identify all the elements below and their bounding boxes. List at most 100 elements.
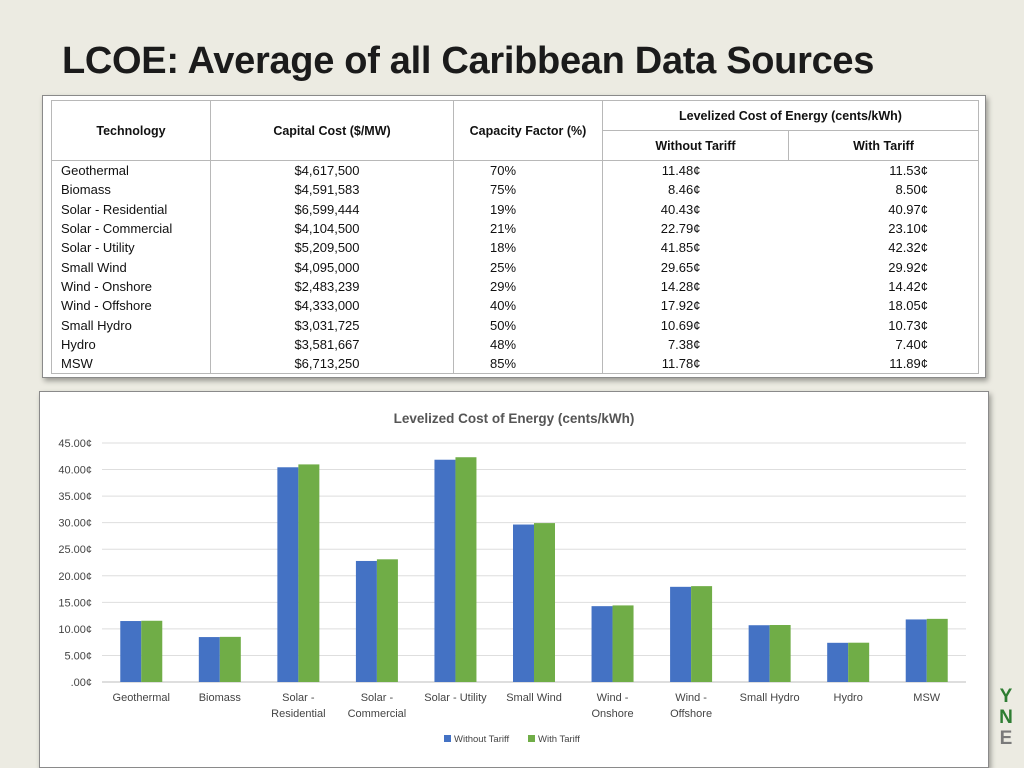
logo-letter: Y [999, 686, 1013, 707]
cell-with-tariff: 29.92¢ [788, 257, 979, 277]
slide-title: LCOE: Average of all Caribbean Data Sour… [62, 40, 875, 82]
cell-technology: Biomass [51, 180, 211, 200]
cell-with-tariff: 11.89¢ [788, 353, 979, 375]
bar-with-tariff [376, 559, 398, 682]
cell-with-tariff: 42.32¢ [788, 238, 979, 258]
x-tick-label: Onshore [591, 708, 633, 720]
cell-capital-cost: $3,581,667 [210, 334, 454, 354]
bar-without-tariff [905, 619, 927, 682]
cell-technology: Solar - Residential [51, 199, 211, 219]
cell-without-tariff: 17.92¢ [602, 296, 789, 316]
y-tick-label: 45.00¢ [58, 438, 92, 450]
bar-with-tariff [141, 620, 163, 682]
bar-with-tariff [219, 636, 241, 682]
cell-technology: Small Wind [51, 257, 211, 277]
header-capital-cost: Capital Cost ($/MW) [210, 100, 454, 161]
x-tick-label: Commercial [348, 708, 407, 720]
cell-with-tariff: 10.73¢ [788, 315, 979, 335]
header-technology: Technology [51, 100, 211, 161]
table-row: Solar - Commercial $4,104,500 21% 22.79¢ 23.… [51, 218, 979, 239]
x-axis-tick-labels: Geothermal Biomass Solar - Residential Solar… [113, 692, 941, 720]
bar-with-tariff [769, 625, 791, 682]
x-tick-label: Residential [271, 708, 325, 720]
x-tick-label: Small Hydro [740, 692, 800, 704]
bar-with-tariff [455, 457, 477, 682]
header-lcoe-group: Levelized Cost of Energy (cents/kWh) [602, 100, 979, 131]
bar-without-tariff [120, 621, 142, 682]
y-tick-label: 5.00¢ [64, 650, 92, 662]
lcoe-chart-panel: Levelized Cost of Energy (cents/kWh) .00… [39, 391, 989, 768]
legend: Without Tariff With Tariff [444, 734, 580, 745]
cell-without-tariff: 22.79¢ [602, 218, 789, 239]
lcoe-bar-chart: Levelized Cost of Energy (cents/kWh) .00… [58, 411, 966, 745]
cell-capital-cost: $6,713,250 [210, 353, 454, 375]
cell-technology: Solar - Commercial [51, 218, 211, 239]
cell-with-tariff: 14.42¢ [788, 276, 979, 297]
cell-without-tariff: 10.69¢ [602, 315, 789, 335]
cell-with-tariff: 11.53¢ [788, 160, 979, 181]
cell-without-tariff: 8.46¢ [602, 180, 789, 200]
bar-with-tariff [848, 642, 870, 682]
table-row: Wind - Onshore $2,483,239 29% 14.28¢ 14.42¢ [51, 276, 979, 297]
cell-capital-cost: $4,095,000 [210, 257, 454, 277]
table-row: Wind - Offshore $4,333,000 40% 17.92¢ 18.05¢ [51, 296, 979, 316]
cell-without-tariff: 29.65¢ [602, 257, 789, 277]
table-row: Solar - Residential $6,599,444 19% 40.43¢ 40… [51, 199, 979, 219]
y-tick-label: .00¢ [71, 677, 92, 689]
x-tick-label: Hydro [834, 692, 863, 704]
y-tick-label: 10.00¢ [58, 624, 92, 636]
cell-without-tariff: 40.43¢ [602, 199, 789, 219]
x-tick-label: Biomass [199, 692, 242, 704]
cell-without-tariff: 11.78¢ [602, 353, 789, 375]
cell-capacity-factor: 70% [453, 160, 603, 181]
x-tick-label: Geothermal [113, 692, 170, 704]
cell-capital-cost: $4,591,583 [210, 180, 454, 200]
cell-without-tariff: 11.48¢ [602, 160, 789, 181]
x-tick-label: Offshore [670, 708, 712, 720]
cell-capital-cost: $4,333,000 [210, 296, 454, 316]
x-tick-label: Solar - Utility [424, 692, 487, 704]
x-tick-label: Solar - [282, 692, 315, 704]
header-capacity-factor: Capacity Factor (%) [453, 100, 603, 161]
x-tick-label: MSW [913, 692, 941, 704]
cell-capacity-factor: 21% [453, 218, 603, 239]
table-row: Hydro $3,581,667 48% 7.38¢ 7.40¢ [51, 334, 979, 354]
y-tick-label: 35.00¢ [58, 491, 92, 503]
legend-label: With Tariff [538, 734, 580, 745]
y-tick-label: 20.00¢ [58, 571, 92, 583]
bar-with-tariff [298, 464, 320, 682]
lcoe-table: Technology Capital Cost ($/MW) Capacity … [51, 100, 979, 375]
cell-technology: MSW [51, 353, 211, 375]
x-tick-label: Wind - [675, 692, 707, 704]
chart-title: Levelized Cost of Energy (cents/kWh) [394, 411, 635, 426]
bar-without-tariff [355, 560, 377, 682]
bar-without-tariff [277, 467, 299, 682]
cell-capacity-factor: 18% [453, 238, 603, 258]
cell-capital-cost: $3,031,725 [210, 315, 454, 335]
table-body: Geothermal $4,617,500 70% 11.48¢ 11.53¢ Bioma… [51, 160, 979, 375]
cell-capital-cost: $2,483,239 [210, 276, 454, 297]
x-tick-label: Solar - [361, 692, 394, 704]
header-without-tariff: Without Tariff [602, 130, 789, 161]
table-row: Small Wind $4,095,000 25% 29.65¢ 29.92¢ [51, 257, 979, 277]
bar-with-tariff [926, 618, 948, 682]
cell-technology: Wind - Offshore [51, 296, 211, 316]
legend-swatch [444, 735, 451, 742]
cell-capital-cost: $6,599,444 [210, 199, 454, 219]
cell-capital-cost: $4,617,500 [210, 160, 454, 181]
cell-with-tariff: 7.40¢ [788, 334, 979, 354]
cell-capital-cost: $5,209,500 [210, 238, 454, 258]
cell-with-tariff: 40.97¢ [788, 199, 979, 219]
table-row: Small Hydro $3,031,725 50% 10.69¢ 10.73¢ [51, 315, 979, 335]
bar-without-tariff [748, 625, 770, 682]
y-tick-label: 30.00¢ [58, 518, 92, 530]
cell-capacity-factor: 85% [453, 353, 603, 375]
cell-technology: Small Hydro [51, 315, 211, 335]
lcoe-table-panel: Technology Capital Cost ($/MW) Capacity … [42, 95, 986, 378]
cell-capacity-factor: 19% [453, 199, 603, 219]
cell-with-tariff: 18.05¢ [788, 296, 979, 316]
bar-without-tariff [591, 606, 613, 682]
bar-with-tariff [612, 605, 634, 682]
cell-capacity-factor: 48% [453, 334, 603, 354]
